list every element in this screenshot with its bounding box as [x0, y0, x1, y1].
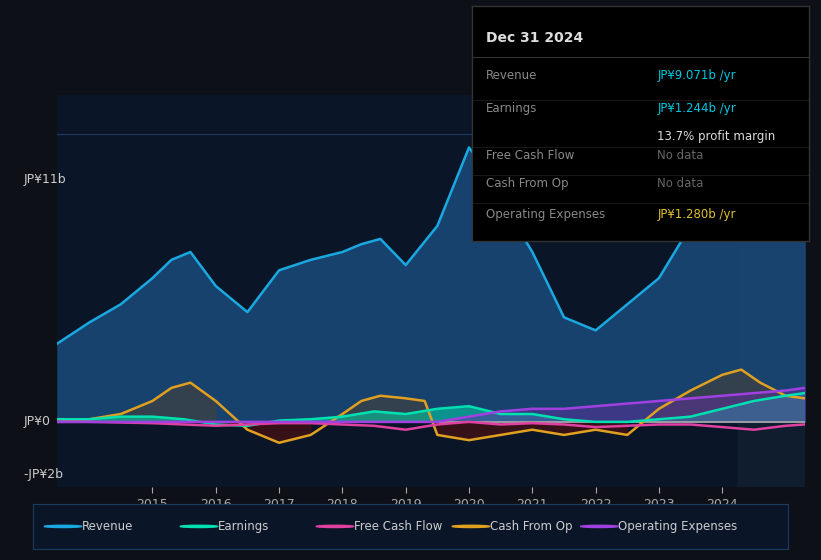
Circle shape — [44, 525, 82, 528]
Text: No data: No data — [658, 178, 704, 190]
Text: Free Cash Flow: Free Cash Flow — [485, 149, 574, 162]
Text: Free Cash Flow: Free Cash Flow — [354, 520, 443, 533]
Circle shape — [452, 525, 490, 528]
Text: JP¥11b: JP¥11b — [24, 172, 67, 186]
Text: JP¥1.244b /yr: JP¥1.244b /yr — [658, 102, 736, 115]
Text: Cash From Op: Cash From Op — [490, 520, 572, 533]
Text: Dec 31 2024: Dec 31 2024 — [485, 31, 583, 45]
Text: Operating Expenses: Operating Expenses — [485, 208, 605, 221]
Text: JP¥9.071b /yr: JP¥9.071b /yr — [658, 69, 736, 82]
Circle shape — [580, 525, 618, 528]
Text: Revenue: Revenue — [485, 69, 537, 82]
Text: JP¥0: JP¥0 — [24, 416, 51, 428]
Text: -JP¥2b: -JP¥2b — [24, 468, 64, 480]
Text: 13.7% profit margin: 13.7% profit margin — [658, 130, 776, 143]
Circle shape — [180, 525, 218, 528]
Text: Earnings: Earnings — [218, 520, 269, 533]
Text: Cash From Op: Cash From Op — [485, 178, 568, 190]
Text: Operating Expenses: Operating Expenses — [618, 520, 737, 533]
Text: JP¥1.280b /yr: JP¥1.280b /yr — [658, 208, 736, 221]
Bar — [738, 95, 805, 487]
Circle shape — [316, 525, 354, 528]
Text: Revenue: Revenue — [82, 520, 133, 533]
Text: No data: No data — [658, 149, 704, 162]
Text: Earnings: Earnings — [485, 102, 537, 115]
